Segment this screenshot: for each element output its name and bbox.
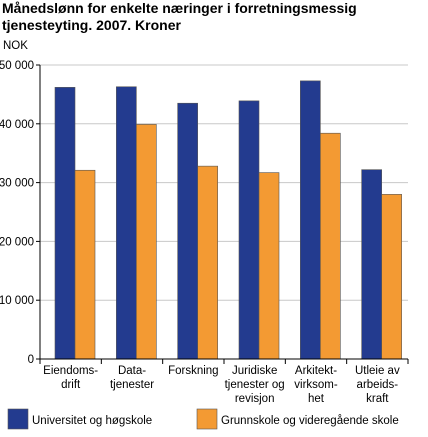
x-tick-label: arbeids- — [357, 379, 399, 391]
legend-label: Universitet og høgskole — [32, 415, 152, 427]
legend-swatch — [196, 408, 218, 430]
y-tick-label: 10 000 — [0, 295, 34, 307]
x-tick-label: het — [308, 393, 325, 405]
chart-title-line-1: Månedslønn for enkelte næringer i forret… — [2, 0, 357, 16]
bar — [74, 169, 96, 360]
x-tick-label: kraft — [366, 393, 389, 405]
y-tick-label: 20 000 — [0, 236, 34, 248]
bar — [177, 102, 198, 360]
bar — [136, 124, 157, 360]
x-tick-label: Eiendoms- — [43, 365, 98, 377]
bar — [258, 172, 280, 360]
bar — [361, 169, 382, 360]
bar — [116, 86, 137, 360]
x-tick-label: Forskning — [168, 365, 219, 377]
x-tick-label: Juridiske — [232, 365, 277, 377]
y-tick-label: 50 000 — [0, 60, 34, 72]
x-tick-label: Utleie av — [355, 365, 400, 377]
y-tick-label: 40 000 — [0, 119, 34, 131]
y-tick-label: 0 — [28, 354, 34, 366]
bar — [238, 100, 260, 360]
y-tick-label: 30 000 — [0, 178, 34, 190]
bar — [381, 194, 402, 360]
bar — [54, 87, 76, 360]
legend-label: Grunnskole og videregående skole — [221, 415, 399, 427]
bar — [320, 132, 341, 360]
x-tick-label: Data- — [118, 365, 146, 377]
x-tick-label: drift — [61, 379, 81, 391]
bar — [197, 165, 218, 360]
x-tick-label: Arkitekt- — [295, 365, 337, 377]
bar — [300, 80, 321, 360]
x-tick-label: revisjon — [235, 393, 275, 405]
y-axis-label: NOK — [3, 40, 28, 52]
legend-swatch — [7, 408, 29, 430]
chart-title-line-2: tjenesteyting. 2007. Kroner — [2, 17, 181, 33]
plot-area — [40, 65, 408, 359]
x-tick-label: virksom- — [294, 379, 338, 391]
x-tick-label: tjenester og — [225, 379, 285, 391]
chart-title: Månedslønn for enkelte næringer i forret… — [2, 0, 426, 34]
x-tick-label: tjenester — [110, 379, 154, 391]
